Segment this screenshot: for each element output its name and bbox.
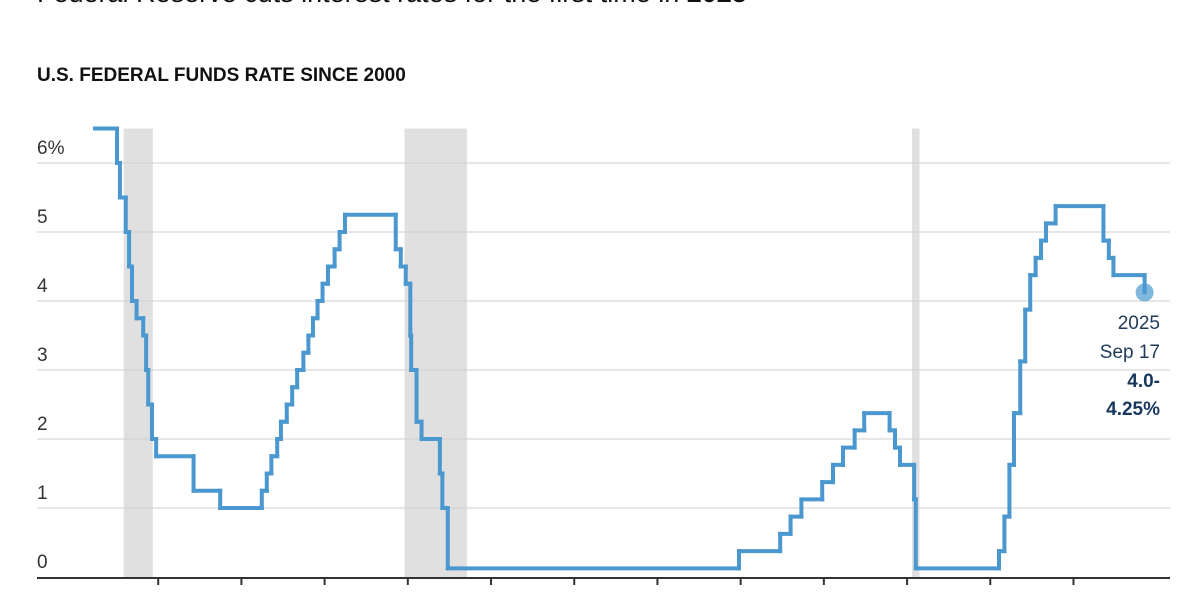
annotation: 4.25% [1106,399,1160,420]
annotation: 2025 [1118,313,1160,334]
y-tick-label: 1 [37,483,48,504]
y-tick-label: 6% [37,138,65,159]
y-tick-label: 4 [37,276,48,297]
y-tick-label: 3 [37,345,48,366]
last-point [1135,283,1154,302]
headline-text: Federal Reserve cuts interest rates for … [37,0,679,8]
y-tick-label: 0 [37,552,48,573]
recession-band [123,128,153,577]
y-tick-label: 2 [37,414,48,435]
headline: Federal Reserve cuts interest rates for … [37,0,747,8]
recession-band [404,128,467,577]
headline-emphasis: 2025 [687,0,747,8]
chart-title: U.S. FEDERAL FUNDS RATE SINCE 2000 [37,65,406,86]
annotation: 4.0- [1127,371,1160,392]
y-tick-label: 5 [37,207,48,228]
annotation: Sep 17 [1100,342,1160,363]
recession-band [912,128,920,577]
